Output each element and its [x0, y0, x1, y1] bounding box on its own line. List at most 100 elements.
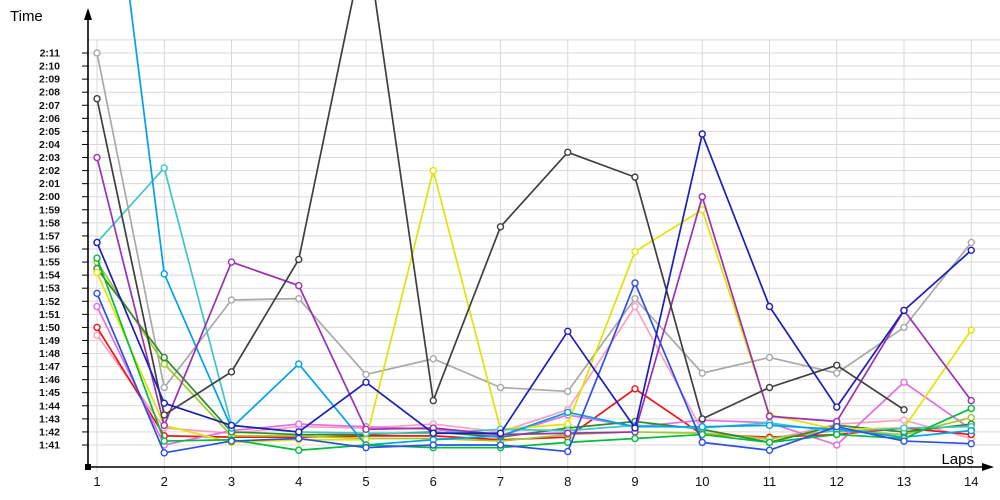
data-point-blue [227, 437, 236, 445]
x-tick-label: 3 [228, 474, 235, 489]
y-tick-label: 2:08 [39, 87, 60, 99]
data-point-purple [227, 258, 236, 266]
data-point-blue [900, 437, 908, 445]
x-axis-tick-labels: 1 2 3 4 5 6 7 8 9 10 11 12 13 14 [93, 474, 978, 489]
data-point-gray [93, 49, 101, 57]
data-point-blue [698, 438, 706, 447]
y-tick-label: 1:52 [39, 296, 60, 308]
data-point-green [93, 254, 101, 262]
data-point-navy [900, 306, 908, 315]
data-point-black [564, 148, 572, 156]
data-point-blue [564, 447, 572, 456]
data-point-gray [295, 294, 303, 303]
data-point-black [698, 415, 706, 423]
y-tick-label: 1:47 [39, 361, 60, 373]
data-point-gray [631, 294, 639, 303]
data-point-gray [160, 383, 168, 392]
data-point-gray [967, 238, 975, 247]
y-tick-label: 2:06 [39, 113, 60, 125]
data-point-navy [631, 424, 639, 432]
data-point-sky-blue [765, 421, 774, 430]
y-tick-label: 1:42 [39, 426, 60, 438]
data-point-green [967, 404, 975, 413]
data-point-gray [227, 296, 236, 304]
data-point-gray [564, 387, 572, 396]
y-tick-label: 1:55 [39, 257, 60, 269]
data-point-sky-blue [564, 408, 572, 417]
data-point-blue [362, 443, 370, 452]
data-point-blue [967, 439, 975, 448]
data-point-purple [93, 153, 101, 162]
y-tick-label: 2:10 [39, 61, 60, 73]
x-tick-label: 6 [430, 474, 437, 489]
x-tick-label: 2 [161, 474, 168, 489]
data-point-purple [295, 281, 303, 290]
x-axis-title: Laps [941, 451, 974, 468]
x-axis-arrow-icon [982, 463, 994, 471]
data-point-pink [900, 416, 908, 424]
x-tick-label: 7 [497, 474, 504, 489]
y-tick-label: 1:46 [39, 374, 60, 386]
series-line-violet [96, 306, 972, 446]
data-point-pink [631, 302, 639, 311]
data-point-purple [362, 425, 370, 434]
data-point-blue [496, 441, 505, 449]
data-point-gray [429, 355, 437, 363]
data-point-navy [698, 130, 706, 138]
data-point-black [227, 368, 236, 376]
x-tick-label: 8 [564, 474, 571, 489]
axis-origin-marker [85, 464, 91, 470]
data-point-gray [900, 323, 908, 332]
y-tick-label: 2:05 [39, 126, 60, 138]
data-point-navy [93, 238, 101, 247]
data-point-navy [496, 429, 505, 437]
data-point-blue [160, 449, 168, 457]
data-point-navy [160, 399, 168, 407]
series-line-purple [96, 157, 972, 436]
data-point-navy [765, 302, 774, 311]
data-point-red [93, 323, 101, 332]
data-point-purple [765, 412, 774, 420]
x-tick-label: 11 [763, 474, 777, 489]
data-point-sky-blue [295, 360, 303, 368]
y-tick-label: 1:41 [39, 440, 60, 452]
series-lines [93, 0, 975, 457]
data-point-purple [564, 429, 572, 437]
y-tick-label: 2:01 [39, 178, 60, 190]
data-point-green [765, 438, 774, 447]
data-point-black [93, 95, 101, 103]
y-tick-label: 2:11 [40, 47, 61, 59]
data-point-blue [429, 441, 437, 449]
data-point-turquoise [160, 164, 168, 172]
data-point-green [295, 446, 303, 454]
data-point-green [833, 430, 841, 439]
series-line-sky-blue [128, 0, 972, 446]
data-point-navy [429, 429, 437, 437]
data-point-black [160, 411, 168, 419]
data-point-lime [160, 360, 168, 368]
y-tick-label: 1:49 [39, 335, 60, 347]
data-point-gray [362, 370, 370, 379]
x-tick-label: 13 [897, 474, 911, 489]
data-point-black [900, 406, 908, 414]
y-tick-label: 1:56 [39, 243, 60, 255]
data-point-navy [833, 403, 841, 411]
data-point-purple [160, 421, 168, 430]
y-tick-label: 2:02 [39, 165, 60, 177]
data-point-violet [833, 441, 841, 449]
data-point-blue [295, 434, 303, 443]
data-point-yellow [93, 268, 101, 277]
y-axis-arrow-icon [84, 8, 92, 20]
y-tick-label: 2:04 [39, 139, 60, 151]
y-tick-label: 2:00 [39, 191, 60, 203]
data-point-red [631, 385, 639, 393]
data-point-blue [833, 423, 841, 431]
data-point-black [295, 255, 303, 264]
y-tick-label: 1:53 [39, 283, 60, 295]
data-point-gray [765, 353, 774, 362]
data-point-black [429, 396, 437, 405]
series-line-green [96, 257, 972, 452]
data-point-purple [967, 396, 975, 405]
